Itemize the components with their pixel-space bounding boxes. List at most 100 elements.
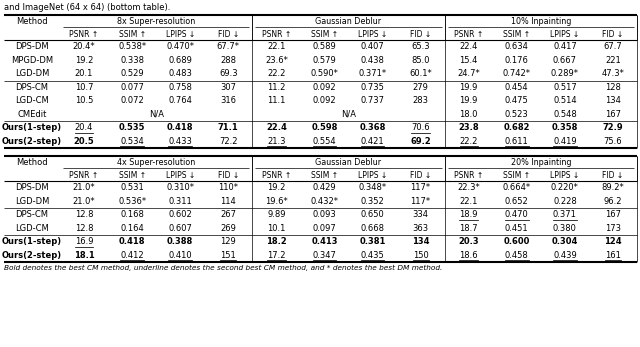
Text: 316: 316	[220, 96, 236, 105]
Text: 221: 221	[605, 56, 621, 65]
Text: 24.7*: 24.7*	[458, 69, 480, 78]
Text: N/A: N/A	[341, 110, 356, 119]
Text: 0.092: 0.092	[313, 83, 336, 92]
Text: LGD-CM: LGD-CM	[15, 96, 49, 105]
Text: 0.097: 0.097	[312, 224, 337, 233]
Text: 0.742*: 0.742*	[503, 69, 531, 78]
Text: 0.433: 0.433	[168, 137, 192, 146]
Text: 21.3: 21.3	[267, 137, 285, 146]
Text: LPIPS ↓: LPIPS ↓	[358, 29, 387, 39]
Text: 173: 173	[605, 224, 621, 233]
Text: 11.2: 11.2	[267, 83, 285, 92]
Text: 0.600: 0.600	[504, 237, 530, 246]
Text: 0.412: 0.412	[120, 251, 144, 260]
Text: 18.2: 18.2	[266, 237, 287, 246]
Text: 283: 283	[413, 96, 429, 105]
Text: 0.413: 0.413	[311, 237, 338, 246]
Text: 0.338: 0.338	[120, 56, 144, 65]
Text: 0.435: 0.435	[361, 251, 385, 260]
Text: FID ↓: FID ↓	[410, 29, 431, 39]
Text: 23.6*: 23.6*	[265, 56, 288, 65]
Text: 0.421: 0.421	[361, 137, 385, 146]
Text: 11.1: 11.1	[267, 96, 285, 105]
Text: 0.077: 0.077	[120, 83, 144, 92]
Text: 0.652: 0.652	[505, 197, 529, 206]
Text: 288: 288	[220, 56, 236, 65]
Text: LPIPS ↓: LPIPS ↓	[550, 170, 579, 179]
Text: 134: 134	[605, 96, 621, 105]
Text: 0.534: 0.534	[120, 137, 144, 146]
Text: PSNR ↑: PSNR ↑	[262, 170, 291, 179]
Text: 4x Super-resolution: 4x Super-resolution	[117, 158, 195, 167]
Text: 22.4: 22.4	[460, 42, 478, 51]
Text: SSIM ↑: SSIM ↑	[503, 29, 531, 39]
Text: 96.2: 96.2	[604, 197, 622, 206]
Text: 67.7*: 67.7*	[217, 42, 240, 51]
Text: LGD-DM: LGD-DM	[15, 197, 49, 206]
Text: LPIPS ↓: LPIPS ↓	[166, 29, 195, 39]
Text: N/A: N/A	[148, 110, 164, 119]
Text: CMEdit: CMEdit	[17, 110, 47, 119]
Text: 0.529: 0.529	[120, 69, 144, 78]
Text: PSNR ↑: PSNR ↑	[262, 29, 291, 39]
Text: 17.2: 17.2	[267, 251, 285, 260]
Text: FID ↓: FID ↓	[410, 170, 431, 179]
Text: 0.439: 0.439	[553, 251, 577, 260]
Text: 0.764: 0.764	[168, 96, 192, 105]
Text: 0.417: 0.417	[553, 42, 577, 51]
Text: 0.611: 0.611	[505, 137, 529, 146]
Text: 8x Super-resolution: 8x Super-resolution	[117, 17, 195, 26]
Text: 279: 279	[413, 83, 429, 92]
Text: 10.1: 10.1	[267, 224, 285, 233]
Text: 0.607: 0.607	[168, 224, 192, 233]
Text: 18.1: 18.1	[74, 251, 95, 260]
Text: SSIM ↑: SSIM ↑	[118, 29, 146, 39]
Text: Gaussian Deblur: Gaussian Deblur	[316, 158, 381, 167]
Text: 10% Inpainting: 10% Inpainting	[511, 17, 571, 26]
Text: 167: 167	[605, 210, 621, 219]
Text: 0.438: 0.438	[360, 56, 385, 65]
Text: SSIM ↑: SSIM ↑	[118, 170, 146, 179]
Text: 0.454: 0.454	[505, 83, 529, 92]
Text: 0.304: 0.304	[552, 237, 578, 246]
Text: 0.348*: 0.348*	[358, 183, 387, 192]
Text: 0.432*: 0.432*	[310, 197, 339, 206]
Text: 0.368: 0.368	[359, 123, 386, 132]
Text: 0.598: 0.598	[311, 123, 338, 132]
Text: 0.407: 0.407	[361, 42, 385, 51]
Text: 72.9: 72.9	[603, 123, 623, 132]
Text: 0.176: 0.176	[505, 56, 529, 65]
Text: 85.0: 85.0	[412, 56, 430, 65]
Text: 75.6: 75.6	[604, 137, 622, 146]
Text: 18.6: 18.6	[460, 251, 478, 260]
Text: 0.347: 0.347	[312, 251, 337, 260]
Text: 0.164: 0.164	[120, 224, 144, 233]
Text: 22.4: 22.4	[266, 123, 287, 132]
Text: 110*: 110*	[218, 183, 238, 192]
Text: Ours(1-step): Ours(1-step)	[2, 123, 62, 132]
Text: 0.590*: 0.590*	[310, 69, 339, 78]
Text: 0.589: 0.589	[312, 42, 337, 51]
Text: LPIPS ↓: LPIPS ↓	[166, 170, 195, 179]
Text: SSIM ↑: SSIM ↑	[311, 170, 338, 179]
Text: 60.1*: 60.1*	[409, 69, 432, 78]
Text: 0.517: 0.517	[553, 83, 577, 92]
Text: Ours(2-step): Ours(2-step)	[2, 251, 62, 260]
Text: 0.380: 0.380	[553, 224, 577, 233]
Text: 167: 167	[605, 110, 621, 119]
Text: 22.1: 22.1	[460, 197, 478, 206]
Text: 70.6: 70.6	[412, 123, 430, 132]
Text: 0.418: 0.418	[119, 237, 145, 246]
Text: 72.2: 72.2	[219, 137, 237, 146]
Text: 9.89: 9.89	[267, 210, 285, 219]
Text: 0.388: 0.388	[167, 237, 193, 246]
Text: 0.470*: 0.470*	[166, 42, 194, 51]
Text: 0.735: 0.735	[360, 83, 385, 92]
Text: and ImageNet (64 x 64) (bottom table).: and ImageNet (64 x 64) (bottom table).	[4, 3, 170, 12]
Text: 0.737: 0.737	[360, 96, 385, 105]
Text: 12.8: 12.8	[75, 224, 93, 233]
Text: 0.093: 0.093	[312, 210, 337, 219]
Text: 0.602: 0.602	[168, 210, 192, 219]
Text: DPS-DM: DPS-DM	[15, 42, 49, 51]
Text: 0.538*: 0.538*	[118, 42, 146, 51]
